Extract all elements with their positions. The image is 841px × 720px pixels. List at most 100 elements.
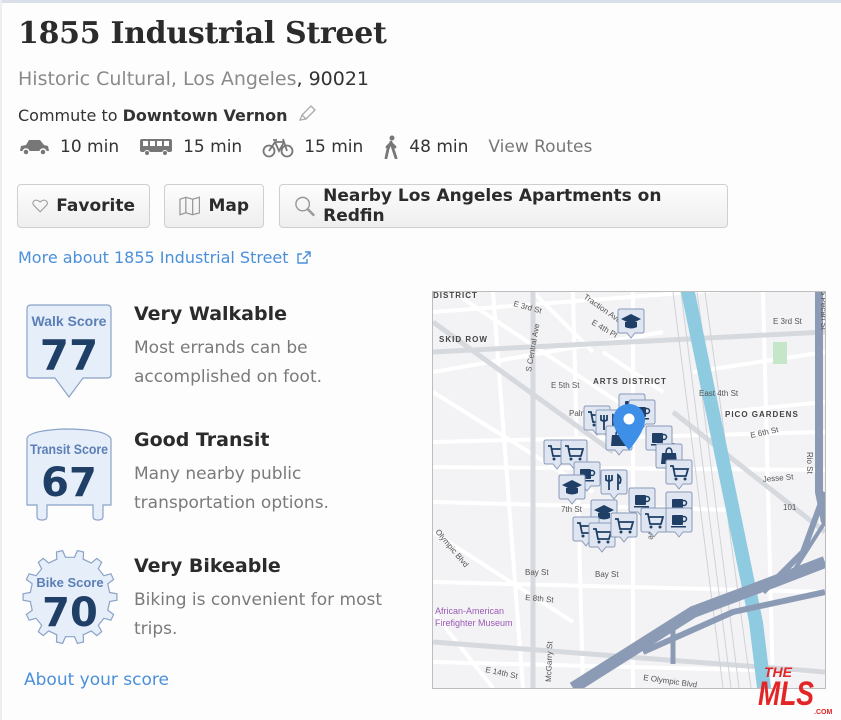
transit-score-badge: Transit Score 67 bbox=[26, 428, 112, 521]
top-border bbox=[0, 0, 841, 3]
school-icon bbox=[562, 480, 582, 495]
walk-score-title: Very Walkable bbox=[134, 303, 287, 325]
walk-score-value: 77 bbox=[40, 331, 98, 380]
favorite-label: Favorite bbox=[56, 196, 135, 216]
map-label: Bay St bbox=[595, 570, 619, 579]
location-pin-icon[interactable] bbox=[613, 404, 645, 450]
heart-icon bbox=[32, 199, 48, 213]
commute-car: 10 min bbox=[18, 137, 119, 157]
bike-score-title: Very Bikeable bbox=[134, 555, 281, 577]
grocery-icon bbox=[565, 445, 585, 461]
map-button[interactable]: Map bbox=[164, 184, 264, 228]
commute-modes: 10 min 15 min 15 min 48 min View Routes bbox=[18, 135, 592, 159]
map-label: African-American bbox=[435, 606, 504, 616]
commute-bus: 15 min bbox=[139, 137, 242, 157]
transit-score-description: Many nearby public transportation option… bbox=[134, 464, 329, 513]
map-road bbox=[692, 350, 825, 374]
transit-score-label: Transit Score bbox=[30, 441, 108, 457]
bike-score-label: Bike Score bbox=[36, 575, 103, 590]
map-label: ARTS DISTRICT bbox=[593, 377, 667, 386]
map-label: E Olympic Blvd bbox=[643, 673, 698, 688]
restaurant-icon bbox=[605, 473, 622, 490]
bike-score-value: 70 bbox=[42, 590, 98, 636]
external-link-icon bbox=[296, 250, 311, 264]
commute-prefix: Commute to bbox=[18, 106, 123, 125]
map-road bbox=[491, 292, 525, 688]
bike-score-description: Biking is convenient for most trips. bbox=[134, 590, 383, 639]
transit-score-value: 67 bbox=[41, 460, 97, 506]
map-label: Map bbox=[208, 196, 249, 216]
poi-marker-grocery[interactable] bbox=[640, 507, 668, 538]
poi-marker-grocery[interactable] bbox=[665, 459, 693, 490]
commute-walk: 48 min bbox=[383, 135, 468, 159]
map-label: S Pecan St bbox=[819, 292, 825, 331]
destination-name[interactable]: Downtown Vernon bbox=[122, 106, 288, 125]
page-title: 1855 Industrial Street bbox=[18, 16, 387, 51]
map-label: McGarry St bbox=[544, 641, 554, 683]
school-icon bbox=[621, 314, 641, 329]
map-main-road bbox=[433, 319, 615, 455]
park bbox=[773, 342, 787, 364]
poi-marker-school[interactable] bbox=[558, 474, 586, 505]
view-routes-link[interactable]: View Routes bbox=[488, 137, 593, 157]
map-label: Firefighter Museum bbox=[435, 618, 513, 628]
favorite-button[interactable]: Favorite bbox=[17, 184, 150, 228]
poi-marker-restaurant[interactable] bbox=[600, 469, 628, 500]
map-label: Olympic Blvd bbox=[433, 528, 470, 570]
zip-code: , 90021 bbox=[296, 68, 370, 90]
more-about-link[interactable]: More about 1855 Industrial Street bbox=[18, 248, 312, 267]
map-label: East 4th St bbox=[699, 389, 739, 398]
map-label: Rio St bbox=[805, 452, 814, 475]
school-icon bbox=[594, 505, 614, 520]
grocery-icon bbox=[645, 513, 665, 529]
car-time: 10 min bbox=[60, 137, 120, 157]
grocery-icon bbox=[615, 518, 635, 534]
svg-text:.COM: .COM bbox=[814, 709, 832, 716]
pencil-icon[interactable] bbox=[297, 105, 317, 123]
grocery-icon bbox=[670, 465, 690, 481]
nearby-label: Nearby Los Angeles Apartments on Redfin bbox=[323, 186, 662, 226]
map-label: E 3rd St bbox=[773, 317, 803, 326]
more-about-label: More about 1855 Industrial Street bbox=[18, 248, 289, 267]
map-road bbox=[433, 292, 721, 314]
search-icon bbox=[295, 196, 316, 217]
commute-destination: Commute to Downtown Vernon bbox=[18, 105, 317, 125]
map-label: E 5th St bbox=[551, 381, 580, 390]
walk-score-badge: Walk Score 77 bbox=[26, 304, 112, 399]
rail-lines bbox=[672, 292, 760, 688]
map-label: 7th St bbox=[561, 505, 583, 514]
poi-marker-grocery[interactable] bbox=[610, 512, 638, 543]
coffee-icon bbox=[671, 515, 688, 528]
about-your-score-link[interactable]: About your score bbox=[24, 670, 169, 690]
bike-icon bbox=[262, 138, 294, 158]
map-label: E 14th St bbox=[485, 665, 520, 681]
map-road bbox=[433, 465, 825, 472]
poi-marker-coffee[interactable] bbox=[665, 507, 693, 538]
map-road bbox=[433, 530, 575, 624]
coffee-icon bbox=[634, 495, 651, 508]
svg-text:MLS: MLS bbox=[758, 675, 814, 713]
neighborhood-map[interactable]: DISTRICT E 3rd St Traction Ave E 4th Pl SKID… bbox=[432, 291, 826, 689]
map-label: DISTRICT bbox=[433, 292, 478, 300]
left-border bbox=[0, 0, 2, 720]
svg-text:THE: THE bbox=[764, 664, 793, 680]
transit-score-title: Good Transit bbox=[134, 429, 270, 451]
bike-time: 15 min bbox=[304, 137, 364, 157]
map-road bbox=[451, 292, 635, 414]
the-mls-logo: THE MLS .COM bbox=[758, 664, 832, 716]
walk-icon bbox=[384, 135, 398, 159]
walk-time: 48 min bbox=[409, 137, 469, 157]
walk-score-description: Most errands can be accomplished on foot… bbox=[134, 338, 323, 387]
bike-score-badge: Bike Score 70 bbox=[22, 549, 118, 645]
walk-score-label: Walk Score bbox=[32, 313, 107, 329]
map-road bbox=[433, 610, 495, 688]
map-main-road bbox=[433, 329, 825, 355]
grocery-icon bbox=[593, 528, 613, 544]
bus-icon bbox=[140, 139, 173, 156]
nearby-apartments-button[interactable]: Nearby Los Angeles Apartments on Redfin bbox=[279, 184, 728, 228]
bus-time: 15 min bbox=[183, 137, 243, 157]
location-subtitle: Historic Cultural, Los Angeles, 90021 bbox=[18, 68, 369, 90]
map-road bbox=[722, 400, 825, 414]
poi-marker-school[interactable] bbox=[617, 308, 645, 339]
